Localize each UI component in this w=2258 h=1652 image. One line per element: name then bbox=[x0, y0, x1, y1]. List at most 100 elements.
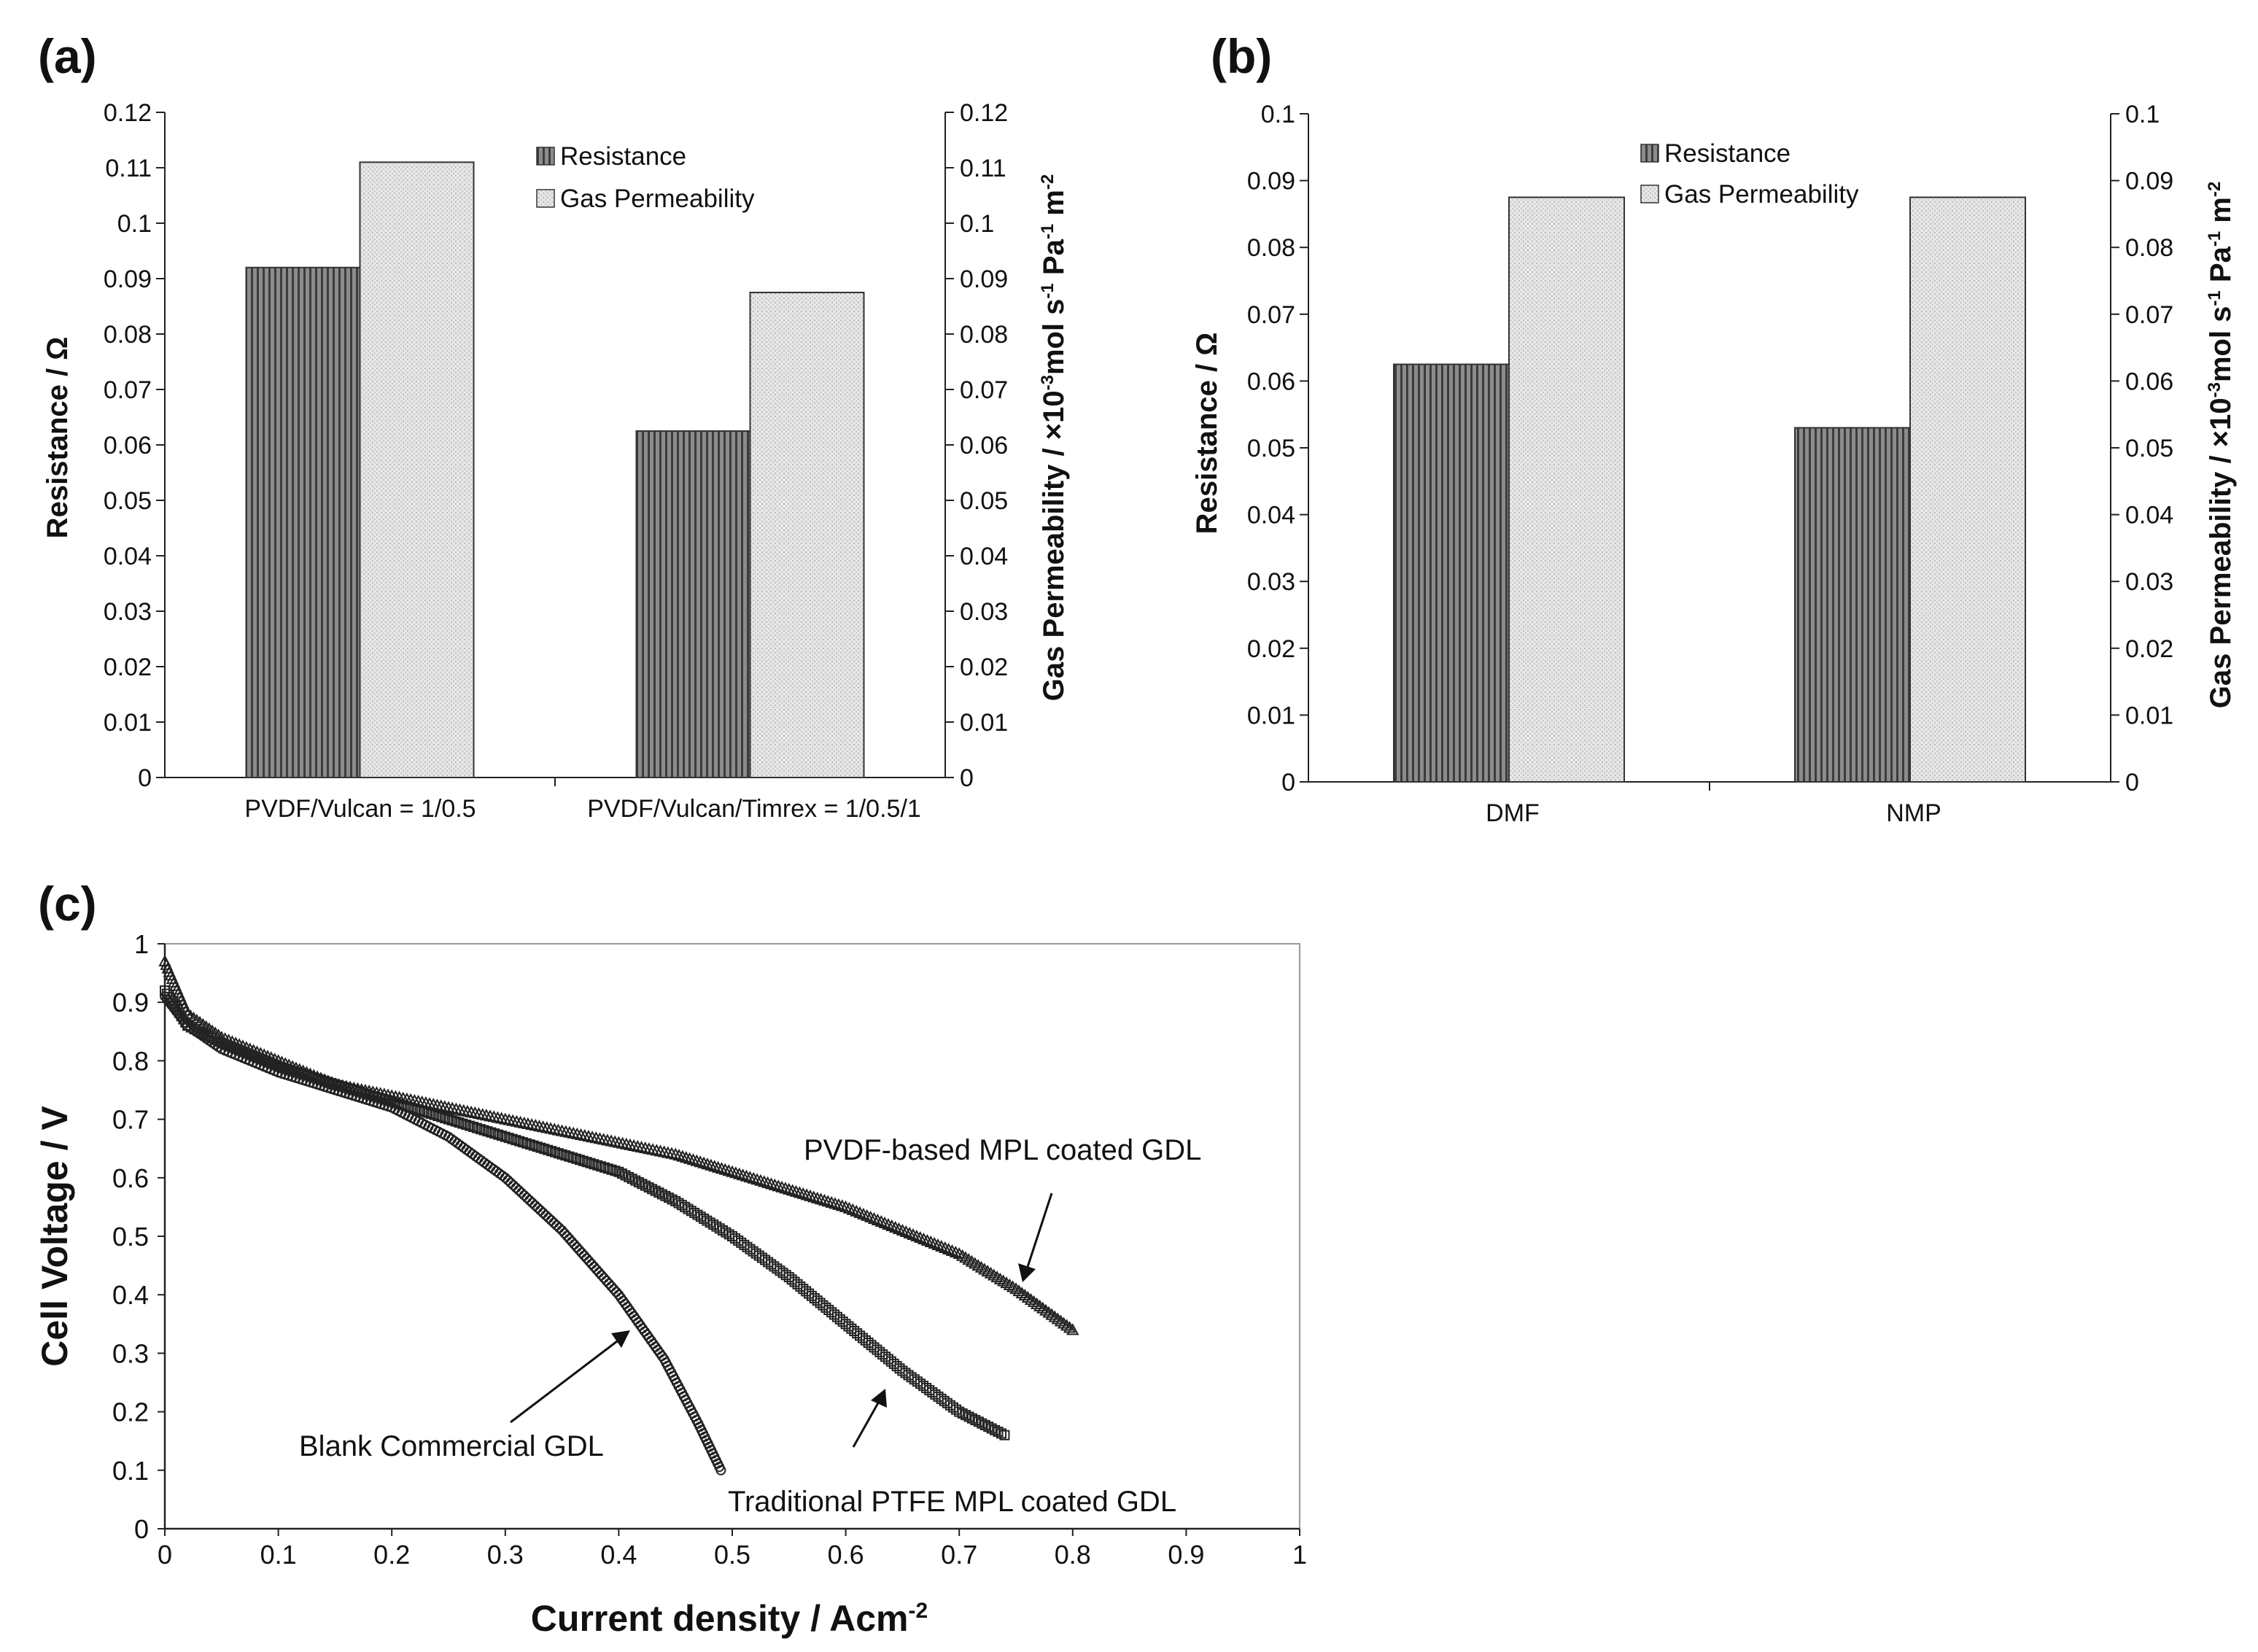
bar-resistance bbox=[245, 266, 361, 778]
data-point bbox=[549, 1147, 560, 1157]
data-point bbox=[1030, 1297, 1044, 1309]
data-point bbox=[461, 1120, 472, 1131]
data-point bbox=[620, 1137, 633, 1149]
y-tick-label: 0.02 bbox=[104, 654, 152, 681]
y2-tick-label: 0.09 bbox=[2125, 168, 2173, 195]
data-point bbox=[785, 1184, 799, 1196]
data-point bbox=[419, 1096, 432, 1109]
data-point bbox=[596, 1161, 607, 1172]
data-point bbox=[351, 1082, 365, 1094]
data-point bbox=[761, 1176, 775, 1188]
x-label-part: Current density / Acm bbox=[531, 1598, 909, 1639]
data-point bbox=[510, 1114, 524, 1127]
legend-swatch-gas-permeability bbox=[1640, 185, 1659, 203]
y2-tick-label: 0.1 bbox=[960, 210, 994, 238]
data-point bbox=[507, 1133, 518, 1144]
data-point bbox=[518, 1137, 529, 1148]
data-point bbox=[676, 1149, 689, 1162]
data-point bbox=[686, 1153, 700, 1166]
data-point bbox=[203, 1022, 216, 1034]
data-point bbox=[627, 1139, 640, 1151]
annotation-arrow bbox=[852, 1389, 887, 1448]
y2-label-sup: -1 bbox=[1038, 283, 1058, 298]
data-point bbox=[475, 1124, 486, 1135]
data-point bbox=[551, 1220, 562, 1231]
y-tick-label: 0.06 bbox=[1247, 368, 1295, 395]
y-tick-label: 0.1 bbox=[1261, 101, 1295, 128]
data-point bbox=[1024, 1292, 1038, 1305]
data-point bbox=[528, 1140, 539, 1151]
data-point bbox=[344, 1080, 357, 1093]
data-point bbox=[626, 1174, 637, 1184]
data-point bbox=[768, 1178, 782, 1190]
panel-label-b: (b) bbox=[1211, 29, 1272, 83]
y-tick-label: 0.5 bbox=[112, 1222, 149, 1252]
data-point bbox=[1021, 1290, 1035, 1303]
data-point bbox=[544, 1122, 557, 1134]
data-point bbox=[491, 1111, 505, 1123]
data-point bbox=[612, 1136, 626, 1148]
data-point bbox=[954, 1406, 965, 1417]
data-point bbox=[465, 1120, 476, 1131]
data-point bbox=[589, 1159, 600, 1170]
data-point bbox=[389, 1090, 403, 1102]
data-point bbox=[601, 1133, 614, 1146]
data-point bbox=[743, 1171, 756, 1183]
data-point bbox=[514, 1136, 525, 1147]
x-tick-label: 0.4 bbox=[600, 1540, 637, 1570]
data-point bbox=[436, 1112, 447, 1122]
data-point bbox=[1066, 1323, 1079, 1335]
data-point bbox=[740, 1169, 753, 1182]
y2-tick-label: 0.06 bbox=[960, 432, 1008, 459]
data-point bbox=[539, 1144, 550, 1155]
bar-resistance bbox=[1393, 363, 1510, 783]
data-point bbox=[193, 1015, 206, 1028]
data-point bbox=[800, 1188, 813, 1201]
data-point bbox=[633, 1176, 644, 1187]
data-point bbox=[970, 1415, 981, 1426]
data-point bbox=[578, 1128, 591, 1141]
data-point bbox=[184, 1009, 198, 1022]
data-point bbox=[454, 1117, 465, 1128]
y-tick-label: 0.09 bbox=[104, 265, 152, 293]
y2-tick-label: 0.07 bbox=[960, 376, 1008, 404]
x-tick-label: 0.8 bbox=[1055, 1540, 1091, 1570]
data-point bbox=[1054, 1314, 1068, 1327]
y-tick-label: 0.05 bbox=[104, 487, 152, 515]
y-tick-label: 0.7 bbox=[112, 1105, 149, 1135]
y-tick-label: 0.02 bbox=[1247, 635, 1295, 663]
data-point bbox=[953, 1246, 966, 1260]
data-point bbox=[457, 1104, 470, 1116]
data-point bbox=[957, 1408, 968, 1419]
data-point bbox=[427, 1098, 440, 1110]
data-point bbox=[680, 1151, 693, 1163]
data-point bbox=[199, 1029, 210, 1040]
panel-label-c: (c) bbox=[38, 877, 97, 931]
chart-b-y2-axis-label: Gas Permeability / ×10-3mol s-1 Pa-1 m-2 bbox=[2205, 182, 2237, 708]
data-point bbox=[560, 1150, 571, 1161]
x-tick-label: 0.7 bbox=[941, 1540, 977, 1570]
y2-tick-label: 0.06 bbox=[2125, 368, 2173, 395]
data-point bbox=[582, 1130, 595, 1142]
data-point bbox=[442, 1101, 455, 1113]
data-point bbox=[446, 1115, 457, 1126]
y2-label-sup: -3 bbox=[1038, 375, 1058, 390]
data-point bbox=[969, 1257, 982, 1269]
data-point bbox=[971, 1258, 985, 1271]
data-point bbox=[440, 1113, 451, 1124]
y-tick-label: 0.06 bbox=[104, 432, 152, 459]
data-point bbox=[493, 1129, 504, 1140]
data-point bbox=[1012, 1284, 1025, 1297]
data-point bbox=[664, 1193, 675, 1203]
data-point bbox=[635, 1140, 648, 1153]
y2-label-sup: -1 bbox=[1038, 224, 1058, 239]
data-point bbox=[521, 1138, 532, 1149]
y2-tick-label: 0.08 bbox=[2125, 234, 2173, 262]
data-point bbox=[653, 1187, 664, 1198]
y2-label-sup: -3 bbox=[2205, 382, 2224, 398]
data-point bbox=[453, 1103, 467, 1115]
y2-label-sup: -1 bbox=[2205, 290, 2224, 306]
data-point bbox=[468, 1122, 479, 1133]
data-point bbox=[487, 1110, 500, 1122]
data-point bbox=[400, 1101, 411, 1112]
